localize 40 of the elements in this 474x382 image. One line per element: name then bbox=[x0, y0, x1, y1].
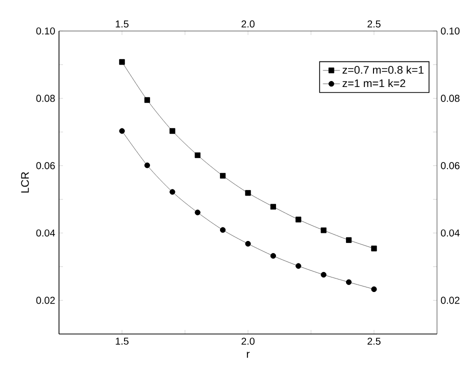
legend-label: z=1 m=1 k=2 bbox=[342, 79, 406, 88]
point bbox=[346, 237, 352, 243]
point bbox=[170, 189, 176, 195]
point bbox=[296, 216, 302, 222]
y2-tick-label: 0.02 bbox=[440, 296, 460, 304]
legend-label: z=0.7 m=0.8 k=1 bbox=[342, 66, 424, 74]
y-axis-title: LCR bbox=[21, 172, 29, 193]
point bbox=[170, 128, 176, 134]
point bbox=[194, 210, 200, 216]
y-tick-label: 0.02 bbox=[36, 296, 55, 304]
point bbox=[119, 128, 125, 134]
point bbox=[270, 253, 276, 259]
x-axis-title: r bbox=[246, 352, 250, 358]
y2-tick-label: 0.04 bbox=[440, 229, 460, 237]
text: 2.0 bbox=[242, 20, 255, 28]
y2-tick-label: 0.08 bbox=[440, 94, 460, 102]
y-tick-label: 0.04 bbox=[36, 229, 55, 237]
y-tick-label: 0.06 bbox=[36, 162, 55, 170]
point bbox=[220, 172, 226, 179]
y2-tick-label: 0.06 bbox=[440, 162, 460, 170]
point bbox=[144, 97, 150, 103]
y-tick-label: 0.08 bbox=[36, 94, 55, 102]
point bbox=[320, 272, 326, 278]
point bbox=[296, 263, 302, 269]
point bbox=[320, 227, 326, 234]
point bbox=[194, 152, 200, 158]
x2-tick-label: 1.5 bbox=[116, 338, 129, 345]
point bbox=[346, 279, 352, 285]
point bbox=[220, 227, 226, 233]
text: 0.10 bbox=[36, 27, 55, 35]
point bbox=[371, 286, 377, 292]
point bbox=[245, 190, 251, 196]
x2-tick-label: 2.5 bbox=[368, 338, 381, 345]
text: 0.10 bbox=[440, 27, 460, 35]
point bbox=[144, 162, 150, 168]
point bbox=[371, 246, 377, 252]
point bbox=[119, 59, 125, 65]
text: 2.0 bbox=[242, 338, 255, 345]
point bbox=[270, 204, 276, 210]
point bbox=[245, 240, 251, 247]
